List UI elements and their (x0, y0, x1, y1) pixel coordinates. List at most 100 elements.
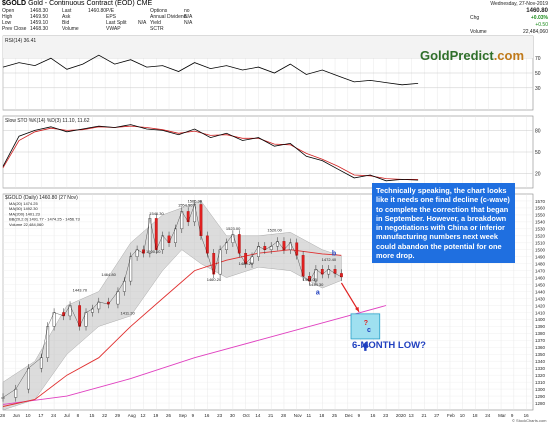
x-tick-label: 21 (268, 413, 274, 418)
quote-value: 1468.30 (30, 26, 49, 32)
price-legend-title: $GOLD (Daily) 1460.80 (27 Nov) (5, 195, 78, 201)
rsi-tick-label: 30 (535, 86, 541, 92)
price-annotation: 1565.00 (188, 198, 203, 203)
price-tick-label: 1410 (535, 310, 546, 315)
quote-label: P/E (106, 8, 115, 14)
x-tick-label: 10 (460, 413, 466, 418)
x-tick-label: 8 (77, 413, 80, 418)
price-tick-label: 1420 (535, 303, 546, 308)
target-box (350, 313, 381, 340)
price-tick-label: 1460 (535, 275, 546, 280)
candle-body (39, 357, 43, 369)
chg-pct: +0.03% (530, 15, 548, 21)
price-annotation: 1520.00 (267, 228, 282, 233)
price-tick-label: 1300 (535, 387, 546, 392)
x-tick-label: 2020 (396, 413, 407, 418)
x-tick-label: 16 (524, 413, 530, 418)
red-arrow (340, 282, 360, 313)
x-tick-label: 26 (166, 413, 172, 418)
x-tick-label: 11 (307, 413, 312, 418)
quote-label: Open (2, 8, 15, 14)
price-tick-label: 1480 (535, 261, 546, 266)
price-tick-label: 1400 (535, 317, 546, 322)
x-tick-label: 28 (281, 413, 287, 418)
x-tick-label: Sep (179, 413, 188, 418)
candle-body (116, 291, 120, 305)
price-annotation: 1443.70 (73, 288, 88, 293)
chg-label: Chg (470, 15, 480, 21)
symbol: $GOLD (2, 0, 27, 7)
sto-tick-label: 20 (535, 172, 541, 178)
x-tick-label: 16 (204, 413, 210, 418)
price-tick-label: 1290 (535, 394, 546, 399)
wave-label: b (332, 250, 336, 257)
price-annotation: 1554.50 (178, 203, 193, 208)
quote-label: Volume (62, 26, 79, 32)
sto-tick-label: 80 (535, 128, 541, 134)
price-tick-label: 1500 (535, 248, 546, 253)
x-tick-label: 13 (409, 413, 415, 418)
price-tick-label: 1570 (535, 199, 546, 204)
price-tick-label: 1350 (535, 352, 546, 357)
price-annotation: 1500.00 (146, 249, 161, 254)
x-tick-label: 23 (217, 413, 223, 418)
quote-label: Low (2, 20, 12, 26)
x-tick-label: Mar (498, 413, 506, 418)
quote-label: Prev Close (2, 26, 27, 32)
x-tick-label: 27 (434, 413, 440, 418)
chg-value: +0.50 (535, 22, 548, 28)
candle-body (14, 388, 18, 398)
quote-value: N/A (184, 20, 193, 26)
quote-label: Annual Dividend (150, 14, 187, 20)
rsi-overbought-zone (3, 36, 533, 59)
price-tick-label: 1380 (535, 331, 546, 336)
x-tick-label: Nov (294, 413, 303, 418)
x-tick-label: 23 (383, 413, 389, 418)
quote-value: 1469.50 (30, 14, 49, 20)
x-tick-label: 22 (102, 413, 108, 418)
price-tick-label: 1330 (535, 366, 546, 371)
brand-logo: GoldPredict.com (420, 48, 524, 63)
quote-value: 1468.30 (30, 8, 49, 14)
commentary-box: Technically speaking, the chart looks li… (372, 183, 515, 263)
x-tick-label: Oct (243, 413, 251, 418)
sto-d-line (2, 125, 419, 180)
price-legend-item: MA(50) 1492.30 (9, 206, 38, 211)
x-tick-label: Feb (447, 413, 455, 418)
quote-label: EPS (106, 14, 117, 20)
price-tick-label: 1450 (535, 282, 546, 287)
quote-value: N/A (138, 20, 147, 26)
sto-k-line (2, 124, 419, 182)
sto-tick-label: 50 (535, 150, 541, 156)
copyright: © StockCharts.com (512, 418, 547, 423)
wave-label: a (316, 289, 320, 296)
candle-body (27, 367, 30, 390)
quote-label: VWAP (106, 26, 121, 32)
x-tick-label: 25 (332, 413, 338, 418)
x-tick-label: 18 (473, 413, 479, 418)
price-annotation: 1464.80 (101, 272, 116, 277)
price-legend-item: MA(200) 1401.23 (9, 211, 41, 216)
price-tick-label: 1320 (535, 373, 546, 378)
price-tick-label: 1520 (535, 234, 546, 239)
price-line (2, 203, 342, 398)
price-tick-label: 1360 (535, 345, 546, 350)
candle-body (340, 273, 343, 278)
x-tick-label: 14 (255, 413, 261, 418)
price-tick-label: 1510 (535, 241, 546, 246)
x-tick-label: 17 (38, 413, 44, 418)
x-tick-label: 15 (89, 413, 95, 418)
x-tick-label: 24 (51, 413, 57, 418)
price-tick-label: 1530 (535, 227, 546, 232)
price-tick-label: 1340 (535, 359, 546, 364)
x-tick-label: 12 (140, 413, 146, 418)
rsi-tick-label: 50 (535, 71, 541, 77)
quote-label: Ask (62, 14, 71, 20)
price-tick-label: 1390 (535, 324, 546, 329)
price-tick-label: 1490 (535, 255, 546, 260)
x-tick-label: 28 (0, 413, 6, 418)
x-tick-label: 18 (319, 413, 325, 418)
price-tick-label: 1540 (535, 220, 546, 225)
quote-label: Yield (150, 20, 161, 26)
